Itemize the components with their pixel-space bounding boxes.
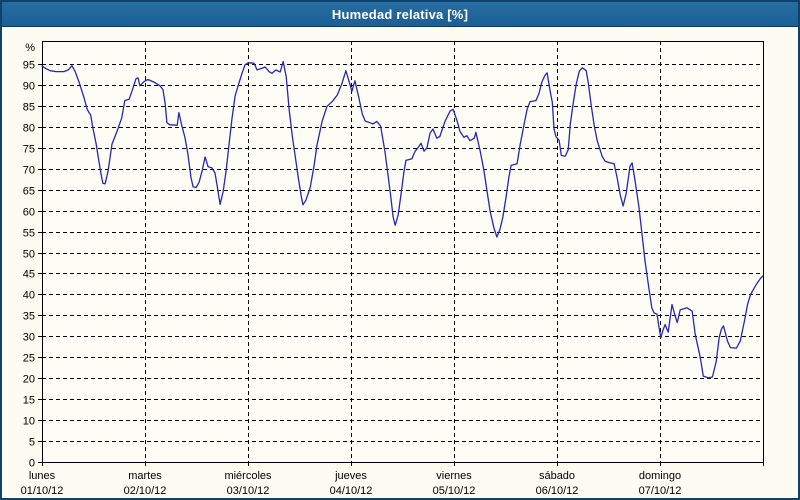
y-tick-label: 25	[23, 353, 35, 365]
date-label: 01/10/12	[21, 485, 64, 497]
date-label: 07/10/12	[639, 485, 682, 497]
y-tick-label: 30	[23, 332, 35, 344]
y-tick-label: 65	[23, 186, 35, 198]
y-tick-label: 85	[23, 102, 35, 114]
date-label: 04/10/12	[330, 485, 373, 497]
date-label: 05/10/12	[433, 485, 476, 497]
plot-border	[42, 41, 764, 463]
y-tick-label: 60	[23, 207, 35, 219]
day-label: jueves	[334, 470, 367, 482]
day-label: domingo	[639, 470, 681, 482]
y-tick-label: 5	[29, 437, 35, 449]
y-tick-label: 15	[23, 395, 35, 407]
y-tick-label: 75	[23, 144, 35, 156]
day-label: miércoles	[224, 470, 272, 482]
day-label: martes	[128, 470, 162, 482]
date-label: 06/10/12	[536, 485, 579, 497]
day-label: sábado	[539, 470, 575, 482]
y-tick-label: 90	[23, 81, 35, 93]
y-tick-label: 0	[29, 458, 35, 470]
y-tick-label: 70	[23, 165, 35, 177]
y-tick-label: 45	[23, 269, 35, 281]
y-tick-label: 10	[23, 416, 35, 428]
day-label: viernes	[436, 470, 472, 482]
chart-title: Humedad relativa [%]	[331, 6, 469, 22]
y-tick-label: 35	[23, 311, 35, 323]
y-tick-label: 40	[23, 290, 35, 302]
x-grid	[42, 41, 764, 466]
y-axis-unit-label: %	[25, 42, 35, 54]
x-day-labels: lunes 01/10/12 martes 02/10/12 miércoles 03/1…	[21, 470, 682, 497]
title-bar: Humedad relativa [%]	[2, 2, 798, 27]
humidity-chart: 0 5 10 15 20 25 30 35 40 45 50 55 60 65 70 75 80 85 90 95% l…	[21, 41, 764, 497]
y-tick-label: 95	[23, 60, 35, 72]
y-tick-label: 50	[23, 249, 35, 261]
y-tick-label: 20	[23, 374, 35, 386]
y-grid	[38, 64, 763, 463]
date-label: 03/10/12	[227, 485, 270, 497]
y-tick-labels: 0 5 10 15 20 25 30 35 40 45 50 55 60 65 70 75 80 85 90 95%	[23, 42, 35, 470]
y-tick-label: 80	[23, 123, 35, 135]
humidity-line	[41, 60, 764, 379]
date-label: 02/10/12	[124, 485, 167, 497]
plot-background	[42, 41, 763, 462]
y-tick-label: 55	[23, 228, 35, 240]
day-label: lunes	[29, 470, 56, 482]
chart-area: 0 5 10 15 20 25 30 35 40 45 50 55 60 65 70 75 80 85 90 95% l…	[2, 27, 798, 498]
